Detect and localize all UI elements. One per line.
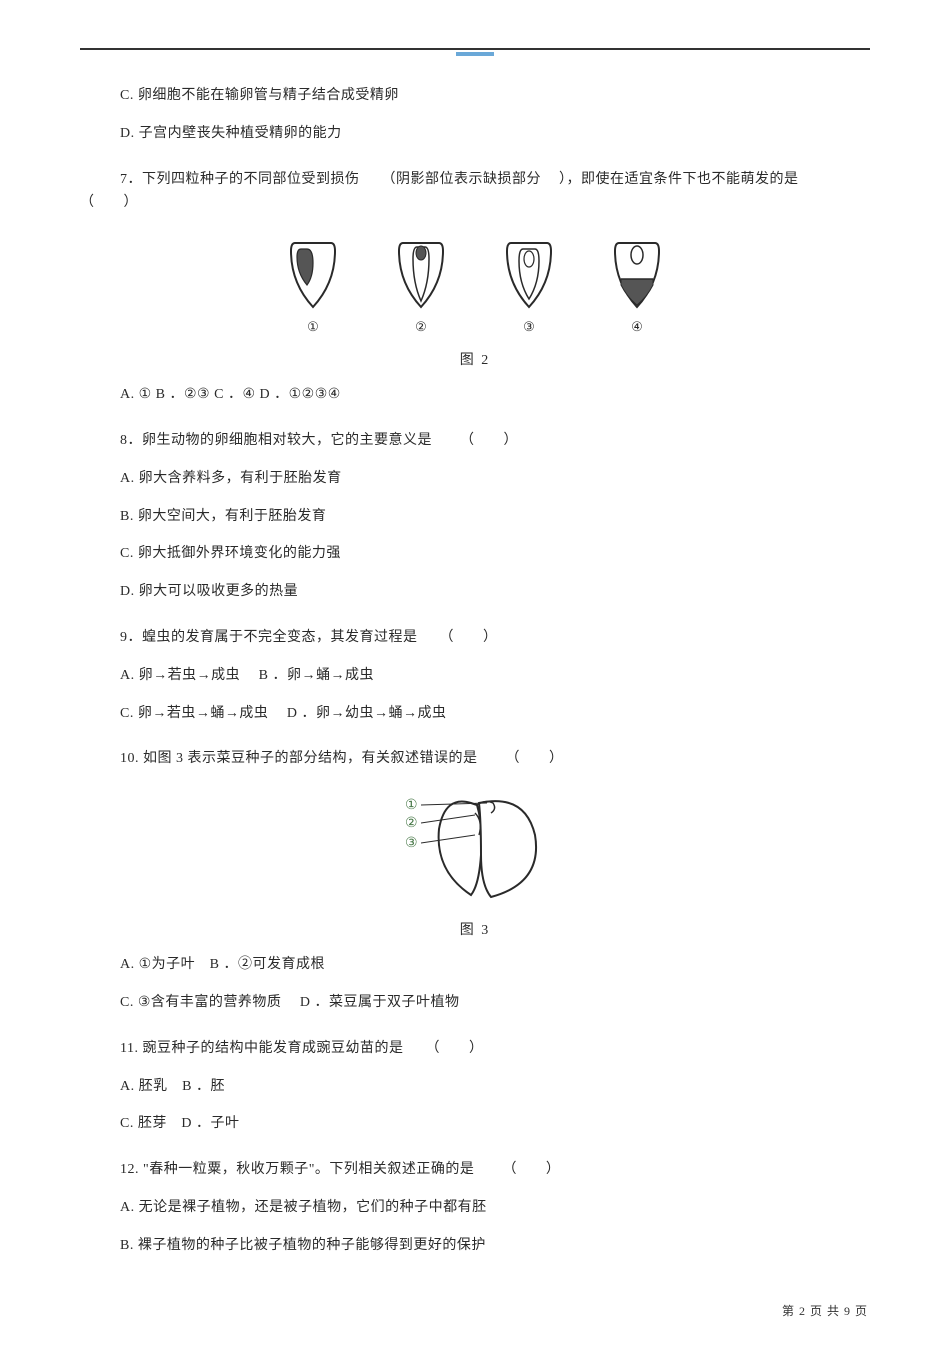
q9-row1: A. 卵→若虫→成虫 B ．卵→蛹→成虫 [120,664,870,688]
fig3: ① ② ③ [80,785,870,905]
q8-blank: （ ） [460,433,518,448]
seed-2: ② [395,239,447,335]
q8-stem-text: 8．卵生动物的卵细胞相对较大，它的主要意义是 [120,433,432,448]
top-rule [80,48,870,50]
page-footer: 第 2 页 共 9 页 [782,1302,868,1319]
fig3-caption: 图 3 [80,919,870,939]
seed-4-label: ④ [631,319,643,335]
fig3-label-2: ② [405,816,418,831]
q11-row2: C. 胚芽 D ．子叶 [120,1112,870,1136]
q8-stem: 8．卵生动物的卵细胞相对较大，它的主要意义是 （ ） [120,429,870,453]
q12-stem: 12. "春种一粒粟，秋收万颗子"。下列相关叙述正确的是 （ ） [120,1158,870,1182]
q7-tail: （ ） [80,195,138,210]
seed-3-label: ③ [523,319,535,335]
q7-stem-prefix: 7．下列四粒种子的不同部位受到损伤 [120,172,360,187]
q7-stem: 7．下列四粒种子的不同部位受到损伤 （阴影部位表示缺损部分 ），即使在适宜条件下… [80,168,870,216]
seed-3-icon [503,239,555,311]
fig2: ① ② ③ [80,239,870,335]
page-content: C. 卵细胞不能在输卵管与精子结合成受精卵 D. 子宫内壁丧失种植受精卵的能力 … [0,0,950,1312]
prev-opt-d: D. 子宫内壁丧失种植受精卵的能力 [120,122,870,146]
q7-stem-paren: （阴影部位表示缺损部分 [382,172,542,187]
q9-stem-text: 9．蝗虫的发育属于不完全变态，其发育过程是 [120,630,418,645]
q11-row1: A. 胚乳 B ．胚 [120,1075,870,1099]
q11-blank: （ ） [425,1041,483,1056]
fig3-icon: ① ② ③ [375,785,575,905]
prev-opt-c: C. 卵细胞不能在输卵管与精子结合成受精卵 [120,84,870,108]
q10-row1: A. ①为子叶 B ．②可发育成根 [120,953,870,977]
q11-stem: 11. 豌豆种子的结构中能发育成豌豆幼苗的是 （ ） [120,1037,870,1061]
q12-b: B. 裸子植物的种子比被子植物的种子能够得到更好的保护 [120,1234,870,1258]
seed-2-label: ② [415,319,427,335]
q8-d: D. 卵大可以吸收更多的热量 [120,580,870,604]
fig2-caption: 图 2 [80,349,870,369]
fig3-label-3: ③ [405,836,418,851]
q7-stem-suffix: ），即使在适宜条件下也不能萌发的是 [559,172,799,187]
seed-2-icon [395,239,447,311]
q10-row2: C. ③含有丰富的营养物质 D ．菜豆属于双子叶植物 [120,991,870,1015]
q10-blank: （ ） [506,751,564,766]
q12-blank: （ ） [502,1162,560,1177]
seed-4: ④ [611,239,663,335]
q8-c: C. 卵大抵御外界环境变化的能力强 [120,542,870,566]
q10-stem: 10. 如图 3 表示菜豆种子的部分结构，有关叙述错误的是 （ ） [120,747,870,771]
seed-4-icon [611,239,663,311]
top-accent [456,52,494,56]
q7-options: A. ① B ．②③ C ．④ D ．①②③④ [120,383,870,407]
q11-stem-text: 11. 豌豆种子的结构中能发育成豌豆幼苗的是 [120,1041,403,1056]
q10-stem-text: 10. 如图 3 表示菜豆种子的部分结构，有关叙述错误的是 [120,751,478,766]
fig3-label-1: ① [405,798,418,813]
seed-1-icon [287,239,339,311]
seed-3: ③ [503,239,555,335]
seed-1-label: ① [307,319,319,335]
q8-a: A. 卵大含养料多，有利于胚胎发育 [120,467,870,491]
q12-a: A. 无论是裸子植物，还是被子植物，它们的种子中都有胚 [120,1196,870,1220]
q8-b: B. 卵大空间大，有利于胚胎发育 [120,505,870,529]
q9-blank: （ ） [440,630,498,645]
q9-row2: C. 卵→若虫→蛹→成虫 D ．卵→幼虫→蛹→成虫 [120,702,870,726]
q9-stem: 9．蝗虫的发育属于不完全变态，其发育过程是 （ ） [120,626,870,650]
seed-1: ① [287,239,339,335]
q12-stem-text: 12. "春种一粒粟，秋收万颗子"。下列相关叙述正确的是 [120,1162,474,1177]
